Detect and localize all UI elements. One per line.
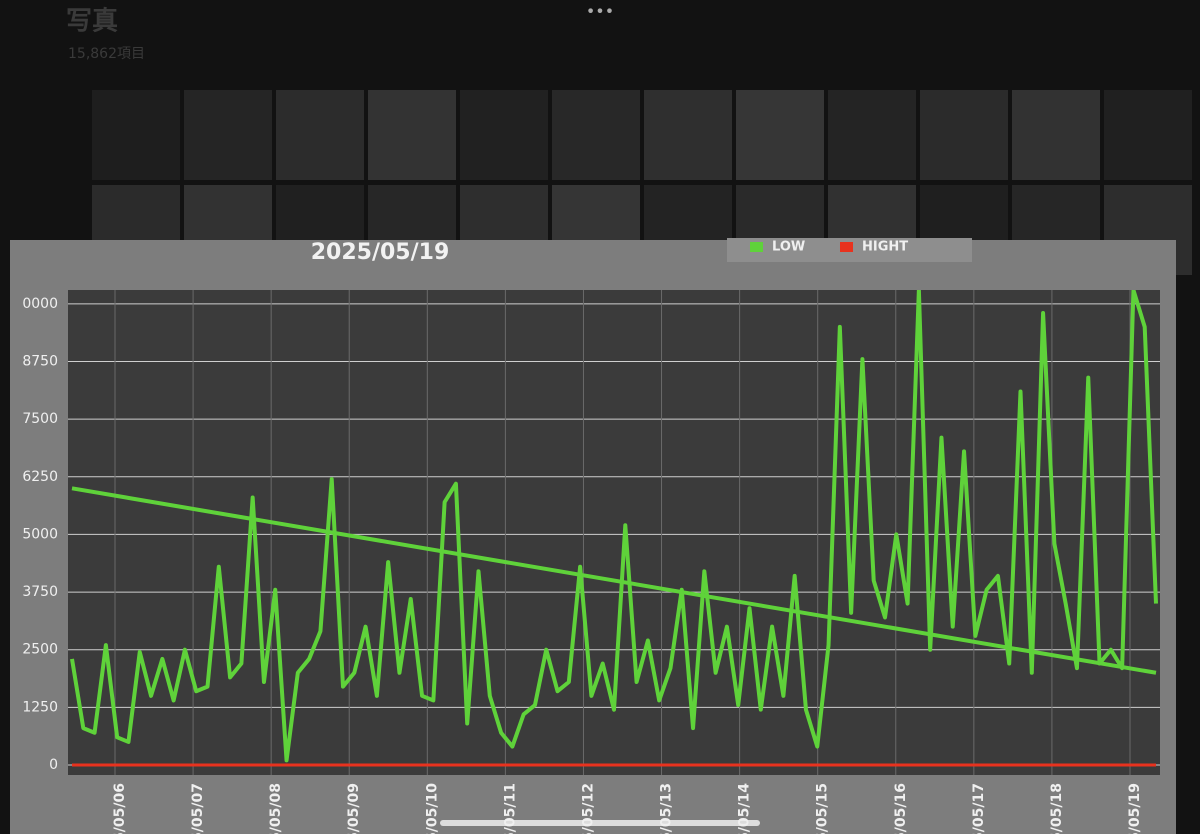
thumbnail xyxy=(184,90,272,180)
thumbnail xyxy=(1104,90,1192,180)
y-tick-label: 8750 xyxy=(22,353,58,369)
x-tick-label: 2025/05/08 xyxy=(268,783,284,834)
app-title: 写真 xyxy=(66,7,118,37)
y-tick-label: 0000 xyxy=(22,296,58,312)
thumbnail xyxy=(276,90,364,180)
y-tick-label: 2500 xyxy=(22,642,58,658)
x-tick-label: 2025/05/12 xyxy=(580,783,596,834)
thumbnail xyxy=(736,90,824,180)
y-tick-label: 0 xyxy=(49,757,58,773)
x-tick-label: 2025/05/13 xyxy=(659,783,675,834)
x-tick-label: 2025/05/14 xyxy=(737,783,753,834)
x-tick-label: 2025/05/09 xyxy=(346,783,362,834)
x-tick-label: 2025/05/19 xyxy=(1127,783,1143,834)
x-tick-label: 2025/05/11 xyxy=(502,783,518,834)
thumbnail xyxy=(1012,90,1100,180)
y-tick-label: 5000 xyxy=(22,526,58,542)
thumbnail xyxy=(828,90,916,180)
x-tick-label: 2025/05/15 xyxy=(815,783,831,834)
x-tick-label: 2025/05/18 xyxy=(1049,783,1065,834)
chart-title: 2025/05/19 xyxy=(311,240,450,265)
thumbnail xyxy=(920,90,1008,180)
photo-grid xyxy=(92,90,1192,275)
item-count: 15,862項目 xyxy=(68,46,145,62)
x-tick-label: 2025/05/17 xyxy=(971,783,987,834)
x-tick-label: 2025/05/16 xyxy=(893,783,909,834)
home-indicator xyxy=(440,820,760,826)
x-tick-label: 2025/05/10 xyxy=(424,783,440,834)
x-tick-label: 2025/05/06 xyxy=(112,783,128,834)
y-tick-label: 1250 xyxy=(22,699,58,715)
y-tick-label: 6250 xyxy=(22,469,58,485)
y-tick-label: 7500 xyxy=(22,411,58,427)
x-tick-label: 2025/05/07 xyxy=(190,783,206,834)
thumbnail xyxy=(460,90,548,180)
more-dots: ••• xyxy=(586,2,614,21)
thumbnail xyxy=(368,90,456,180)
legend-swatch xyxy=(750,242,763,252)
series-line xyxy=(70,290,1158,763)
legend-label: LOW xyxy=(772,240,805,255)
y-tick-label: 3750 xyxy=(22,584,58,600)
legend-swatch xyxy=(840,242,853,252)
thumbnail xyxy=(644,90,732,180)
legend-label: HIGHT xyxy=(862,240,908,255)
thumbnail xyxy=(552,90,640,180)
thumbnail xyxy=(92,90,180,180)
